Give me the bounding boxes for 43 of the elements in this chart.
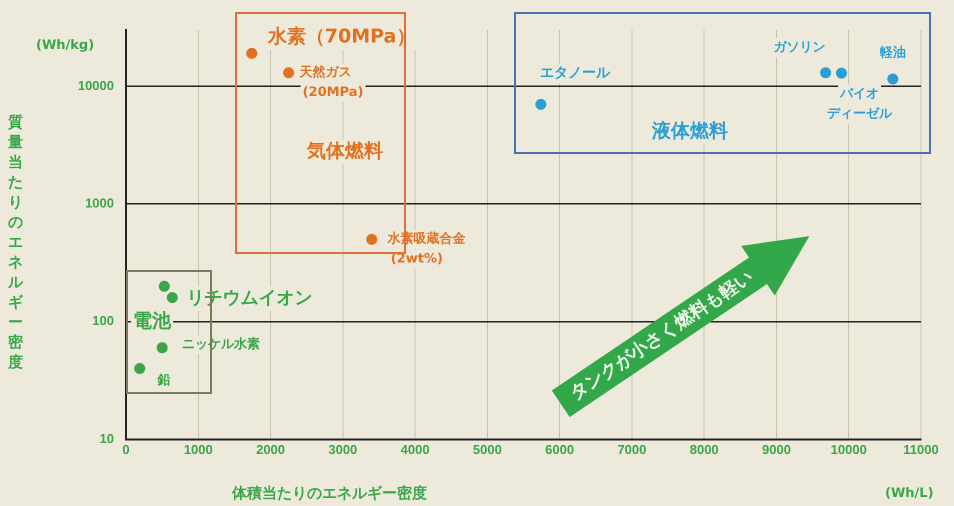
text: 液体燃料: [651, 120, 728, 142]
point: [246, 48, 258, 59]
point: [820, 67, 832, 78]
y-tick-label: 10000: [78, 78, 114, 93]
x-tick-label: 4000: [400, 442, 430, 457]
point: [836, 68, 847, 79]
point: [156, 342, 168, 354]
y-tick-label: 100: [92, 313, 114, 328]
point: [134, 363, 146, 374]
x-tick-label: 7000: [617, 442, 646, 457]
annotation: ディーゼル: [827, 106, 893, 122]
annotation: 天然ガス (20MPa): [298, 65, 364, 100]
point: [535, 98, 546, 110]
x-tick-label: 6000: [545, 442, 574, 457]
point: [158, 280, 170, 292]
x-tick-label: 1000: [184, 442, 213, 457]
x-tick-label: 5000: [472, 442, 502, 457]
y-tick-label: 10: [100, 430, 114, 446]
x-tick-label: 11000: [903, 442, 939, 457]
annotation: 水素（70MPa）: [266, 25, 416, 48]
point: [283, 67, 294, 78]
x-tick-label: 9000: [762, 442, 791, 457]
annotation: バイオ: [839, 86, 879, 102]
annotation: タンクが小さく燃料も軽い: [566, 266, 758, 406]
text: 気体燃料: [306, 140, 383, 162]
x-tick-label: 10000: [830, 442, 867, 457]
point: [166, 292, 178, 304]
x-tick-label: 8000: [690, 442, 719, 457]
annotation: エタノール: [540, 65, 611, 82]
y-tick-label: 1000: [85, 195, 114, 210]
x-axis-title: 体積当たりのエネルギー密度: [232, 484, 427, 503]
x-tick-label: 0: [122, 442, 130, 457]
point: [366, 234, 378, 245]
text: (Wh/L): [885, 486, 934, 501]
annotation: ガソリン: [774, 40, 826, 56]
series-label: 電池: [133, 310, 172, 332]
annotation: 鉛: [156, 372, 171, 388]
annotation: 軽油: [878, 45, 906, 60]
point: [887, 74, 898, 85]
x-tick-label: 3000: [328, 442, 358, 457]
text: (Wh/kg): [36, 38, 94, 53]
text: 質量当たりのエネルギー密度: [8, 113, 23, 371]
x-tick-label: 2000: [256, 442, 286, 457]
